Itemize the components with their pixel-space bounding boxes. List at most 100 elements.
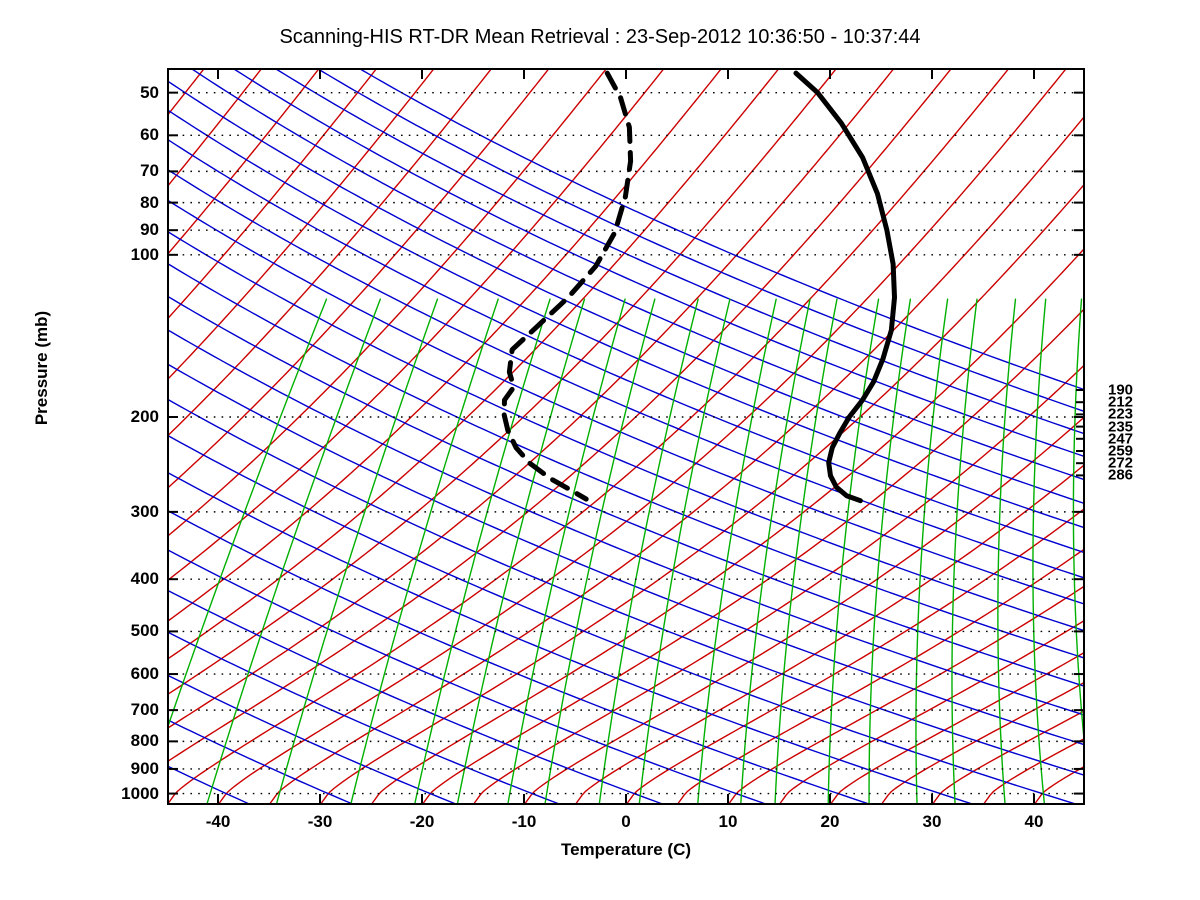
x-axis-tick-label: -40 — [205, 812, 231, 831]
dry-adiabat-line — [167, 362, 1085, 746]
plot-area — [167, 68, 1085, 805]
mixing-ratio-line — [827, 298, 880, 805]
moist-adiabat-line — [167, 68, 378, 321]
moist-adiabat-line — [167, 68, 206, 117]
x-axis-tick-label: -30 — [307, 812, 333, 831]
moist-adiabat-line — [167, 68, 493, 438]
moist-adiabat-line — [167, 68, 263, 188]
right-axis-tick-label: 247 — [1108, 430, 1134, 448]
dry-adiabat-line — [167, 230, 1085, 632]
right-axis-tick-label: 223 — [1108, 405, 1134, 423]
moist-adiabat-line — [421, 307, 1085, 805]
y-axis-title: Pressure (mb) — [32, 310, 51, 426]
right-axis-tick-label: 235 — [1108, 418, 1134, 436]
dry-adiabat-line — [167, 509, 873, 805]
right-axis-tick-label: 190 — [1108, 381, 1134, 399]
mixing-ratio-line — [997, 298, 1017, 805]
mixing-ratio-line — [544, 298, 656, 805]
mixing-ratio-line — [1032, 298, 1047, 805]
y-axis-tick-label: 500 — [130, 621, 159, 641]
moist-adiabat-line — [625, 507, 1085, 805]
moist-adiabat-line — [167, 68, 838, 696]
moist-adiabat-line — [167, 68, 608, 538]
moist-adiabat-line — [472, 363, 1085, 805]
moist-adiabat-line — [167, 68, 953, 763]
moist-adiabat-line — [880, 681, 1085, 805]
dry-adiabat-line — [167, 630, 563, 805]
x-axis-tick-label: 40 — [1024, 812, 1044, 831]
dry-adiabat-line — [167, 262, 1085, 660]
mixing-ratio-line — [774, 298, 838, 805]
y-axis-tick-labels: 50 60 70 80 90 100 200 300 400 500 600 700 800 900 100… — [60, 68, 159, 805]
x-axis-tick-labels: -40 -30 -20 -10 0 10 20 30 40 — [167, 812, 1085, 840]
mixing-ratio-line — [638, 298, 731, 805]
dry-adiabat-line — [315, 68, 1085, 413]
dry-adiabat-line — [167, 168, 1085, 579]
dry-adiabat-line — [167, 199, 1085, 605]
right-axis-tick-label: 212 — [1108, 393, 1134, 411]
y-axis-tick-label: 60 — [140, 125, 159, 145]
moist-adiabat-line — [167, 68, 666, 582]
profile-temperature-line — [793, 70, 898, 504]
y-axis-tick-label: 90 — [140, 220, 159, 240]
moist-adiabat-line — [167, 68, 723, 623]
mixing-ratio-line — [456, 298, 586, 805]
mixing-ratio-line — [205, 298, 382, 805]
x-axis-tick-label: 10 — [718, 812, 738, 831]
dry-adiabat-line — [167, 108, 1085, 529]
dry-adiabat-line — [167, 548, 770, 805]
dry-adiabat-line — [273, 68, 1085, 435]
sounding-profiles — [501, 70, 898, 504]
moist-adiabat-line — [167, 68, 1010, 805]
dry-adiabat-line — [167, 398, 1085, 777]
mixing-ratio-line — [1072, 298, 1085, 756]
moist-adiabat-line — [829, 651, 1085, 805]
y-axis-tick-label: 80 — [140, 192, 159, 212]
dry-adiabat-line — [167, 434, 1080, 805]
right-axis-tick-label: 286 — [1108, 466, 1134, 484]
dry-adiabat-line — [167, 674, 459, 805]
moist-adiabat-line — [574, 463, 1085, 805]
right-axis-tick-label: 259 — [1108, 442, 1134, 460]
dry-adiabat-line — [231, 68, 1085, 458]
y-axis-tick-label: 800 — [130, 731, 159, 751]
x-axis-title: Temperature (C) — [560, 840, 692, 859]
mixing-ratio-line — [951, 298, 978, 805]
x-axis-tick-label: -10 — [511, 812, 537, 831]
mixing-ratio-line — [167, 298, 328, 732]
y-axis-tick-label: 1000 — [121, 783, 159, 803]
moist-adiabat-line — [217, 68, 1068, 805]
dry-adiabat-line — [167, 471, 977, 805]
y-axis-tick-label: 700 — [130, 700, 159, 720]
y-axis-tick-label: 100 — [130, 244, 159, 264]
pressure-gridlines — [167, 91, 1085, 795]
mixing-ratio-line — [740, 298, 811, 805]
moist-adiabat-line — [268, 114, 1085, 805]
mixing-ratio-line — [349, 298, 499, 805]
x-axis-tick-label: 0 — [621, 812, 631, 831]
mixing-ratio-line — [275, 298, 439, 805]
dry-adiabat-line — [167, 79, 1085, 505]
plot-svg — [167, 68, 1085, 805]
y-axis-tick-label: 200 — [130, 407, 159, 426]
dry-adiabat-line — [167, 328, 1085, 716]
moist-adiabat-line — [523, 415, 1085, 805]
right-axis-tick-label: 272 — [1108, 454, 1134, 472]
right-axis-tick-labels: 190 212 223 235 247 259 272 286 — [1108, 68, 1200, 805]
y-axis-tick-label: 400 — [130, 569, 159, 589]
chart-title: Scanning-HIS RT-DR Mean Retrieval : 23-S… — [279, 26, 921, 48]
y-axis-tick-label: 300 — [130, 501, 159, 521]
x-axis-tick-label: 20 — [820, 812, 840, 831]
y-axis-tick-label: 70 — [140, 161, 159, 181]
dry-adiabat-line — [167, 589, 666, 805]
background-lines — [167, 68, 1085, 805]
dry-adiabat-line — [189, 68, 1085, 481]
x-axis-tick-label: 30 — [922, 812, 942, 831]
moist-adiabat-line — [931, 709, 1085, 805]
moist-adiabat-line — [676, 547, 1085, 805]
moist-adiabat-line — [167, 68, 781, 661]
y-axis-tick-label: 600 — [130, 664, 159, 684]
moist-adiabat-line — [167, 68, 551, 490]
mixing-ratio-line — [507, 298, 626, 805]
